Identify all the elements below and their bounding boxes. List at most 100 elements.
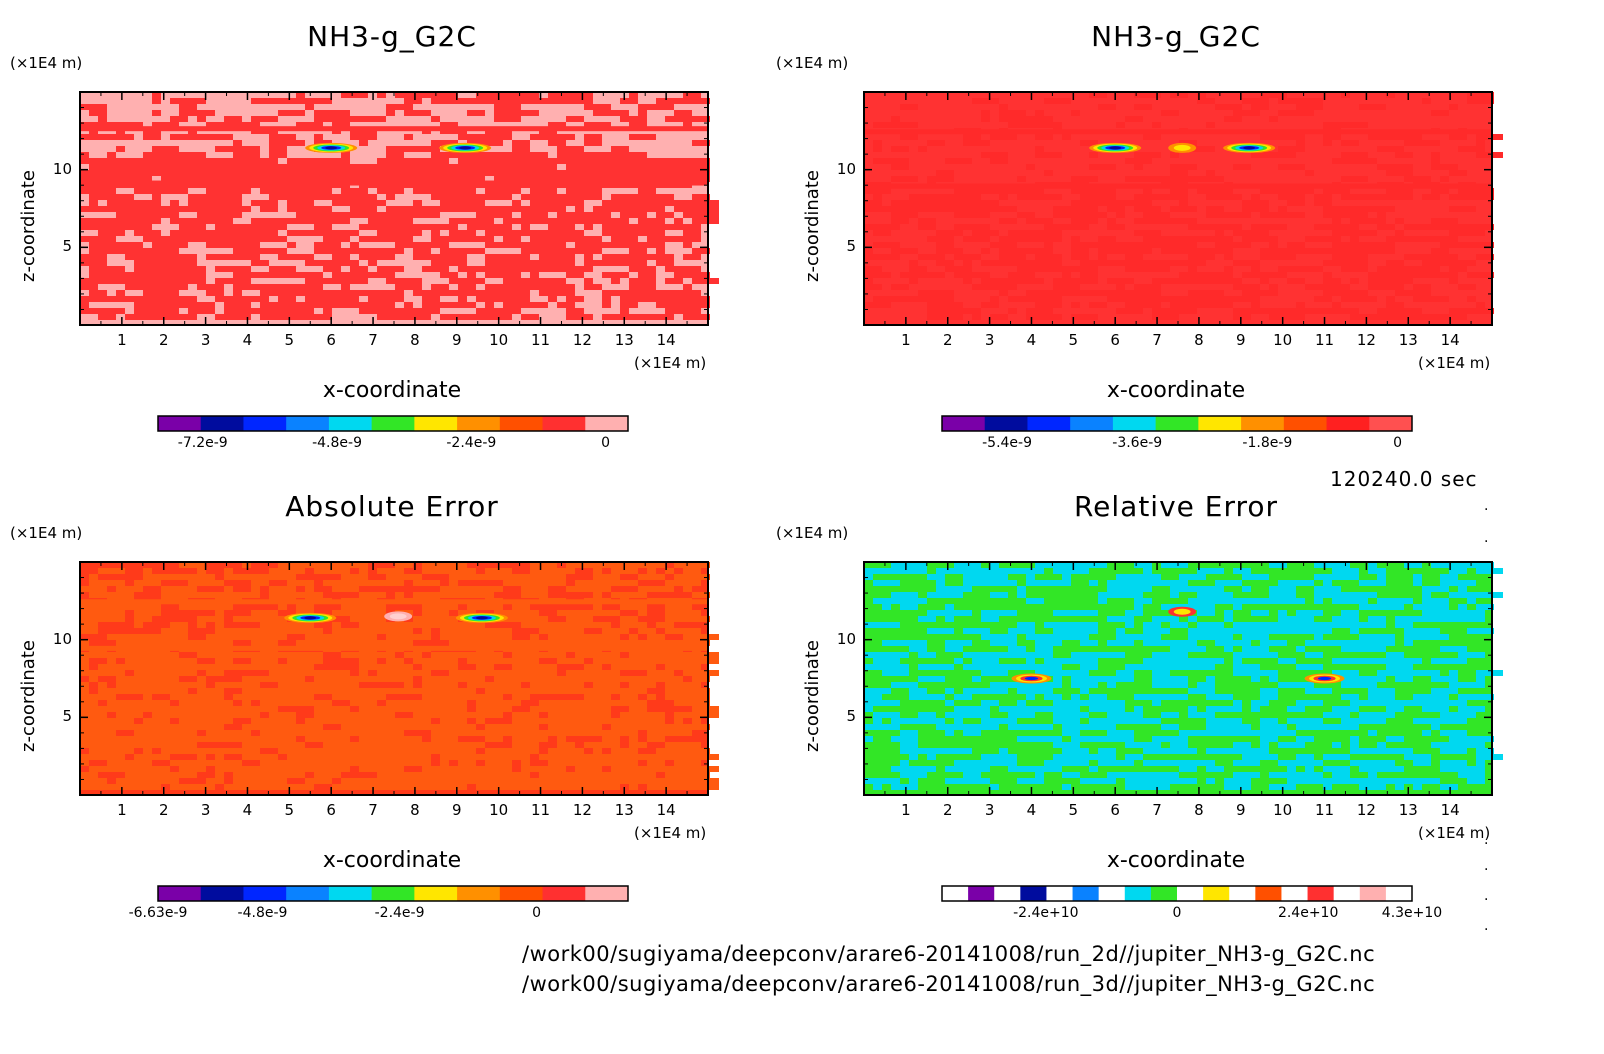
field-cell: [296, 724, 305, 730]
field-cell: [1053, 754, 1080, 760]
field-cell: [368, 664, 386, 670]
field-cell: [143, 676, 161, 682]
field-cell: [530, 688, 557, 694]
field-cell: [332, 670, 350, 676]
field-cell: [143, 290, 161, 296]
field-cell: [107, 218, 134, 224]
field-cell: [1350, 628, 1359, 634]
field-cell: [656, 290, 665, 296]
field-cell: [629, 730, 638, 736]
field-cell: [1386, 284, 1395, 290]
field-cell: [323, 640, 332, 646]
field-cell: [683, 610, 701, 616]
field-cell: [1098, 248, 1116, 254]
field-cell: [936, 586, 954, 592]
field-cell: [1467, 706, 1485, 712]
field-cell: [467, 152, 494, 158]
field-cell: [503, 676, 512, 682]
field-cell: [1350, 598, 1368, 604]
field-cell: [170, 622, 188, 628]
field-cell: [1080, 736, 1089, 742]
x-tick-label: 8: [410, 801, 420, 819]
field-cell: [323, 778, 332, 784]
field-cell: [368, 760, 386, 766]
field-cell: [170, 296, 197, 302]
field-cell: [1413, 284, 1422, 290]
field-cell: [629, 314, 656, 320]
field-cell: [918, 224, 927, 230]
field-cell: [332, 248, 341, 254]
field-cell: [864, 736, 873, 742]
field-cell: [278, 622, 305, 628]
field-cell: [1206, 718, 1215, 724]
field-cell: [1458, 646, 1467, 652]
field-cell: [98, 766, 107, 772]
field-cell: [1377, 146, 1386, 152]
field-cell: [341, 296, 359, 302]
field-cell: [1080, 242, 1098, 248]
field-cell: [368, 658, 377, 664]
field-cell: [125, 778, 152, 784]
field-cell: [332, 772, 341, 778]
colorbar-swatch: [1198, 416, 1242, 431]
field-cell: [1143, 206, 1161, 212]
field-cell: [197, 284, 224, 290]
field-cell: [1260, 236, 1278, 242]
field-cell: [323, 634, 350, 640]
field-cell: [152, 218, 161, 224]
field-cell: [963, 266, 972, 272]
field-cell: [278, 272, 287, 278]
field-cell: [251, 610, 278, 616]
field-band: [80, 180, 708, 186]
field-cell: [503, 700, 512, 706]
field-cell: [1143, 718, 1161, 724]
field-cell: [1260, 736, 1278, 742]
field-cell: [377, 748, 395, 754]
field-cell: [1359, 104, 1386, 110]
field-cell: [422, 766, 431, 772]
field-cell: [521, 110, 539, 116]
field-cell: [89, 778, 107, 784]
field-cell: [278, 748, 287, 754]
field-cell: [440, 772, 449, 778]
field-cell: [1278, 206, 1287, 212]
field-cell: [206, 236, 215, 242]
field-cell: [945, 200, 972, 206]
field-cell: [1098, 706, 1107, 712]
x-tick-label: 11: [1314, 801, 1335, 819]
field-cell: [341, 562, 368, 568]
field-cell: [143, 272, 152, 278]
field-band: [80, 645, 708, 651]
field-cell: [440, 784, 449, 790]
field-cell: [945, 616, 954, 622]
field-cell: [89, 676, 98, 682]
field-cell: [404, 278, 413, 284]
field-cell: [638, 248, 647, 254]
field-cell: [638, 104, 656, 110]
field-cell: [170, 146, 179, 152]
field-cell: [584, 314, 593, 320]
field-cell: [1323, 272, 1332, 278]
field-cell: [413, 706, 440, 712]
field-cell: [251, 616, 260, 622]
field-cell: [1278, 164, 1305, 170]
field-cell: [521, 278, 530, 284]
field-cell: [1188, 266, 1197, 272]
field-cell: [692, 754, 719, 760]
field-cell: [674, 718, 683, 724]
field-cell: [116, 736, 125, 742]
field-cell: [1476, 140, 1485, 146]
field-cell: [647, 766, 656, 772]
field-cell: [1332, 242, 1359, 248]
field-cell: [918, 652, 927, 658]
field-cell: [566, 200, 575, 206]
field-cell: [440, 92, 458, 98]
colorbar-swatch: [457, 886, 501, 901]
field-cell: [521, 224, 530, 230]
field-cell: [1413, 718, 1431, 724]
field-cell: [1422, 610, 1440, 616]
field-cell: [1035, 736, 1062, 742]
field-cell: [1170, 164, 1197, 170]
field-cell: [566, 92, 593, 98]
field-cell: [918, 676, 945, 682]
